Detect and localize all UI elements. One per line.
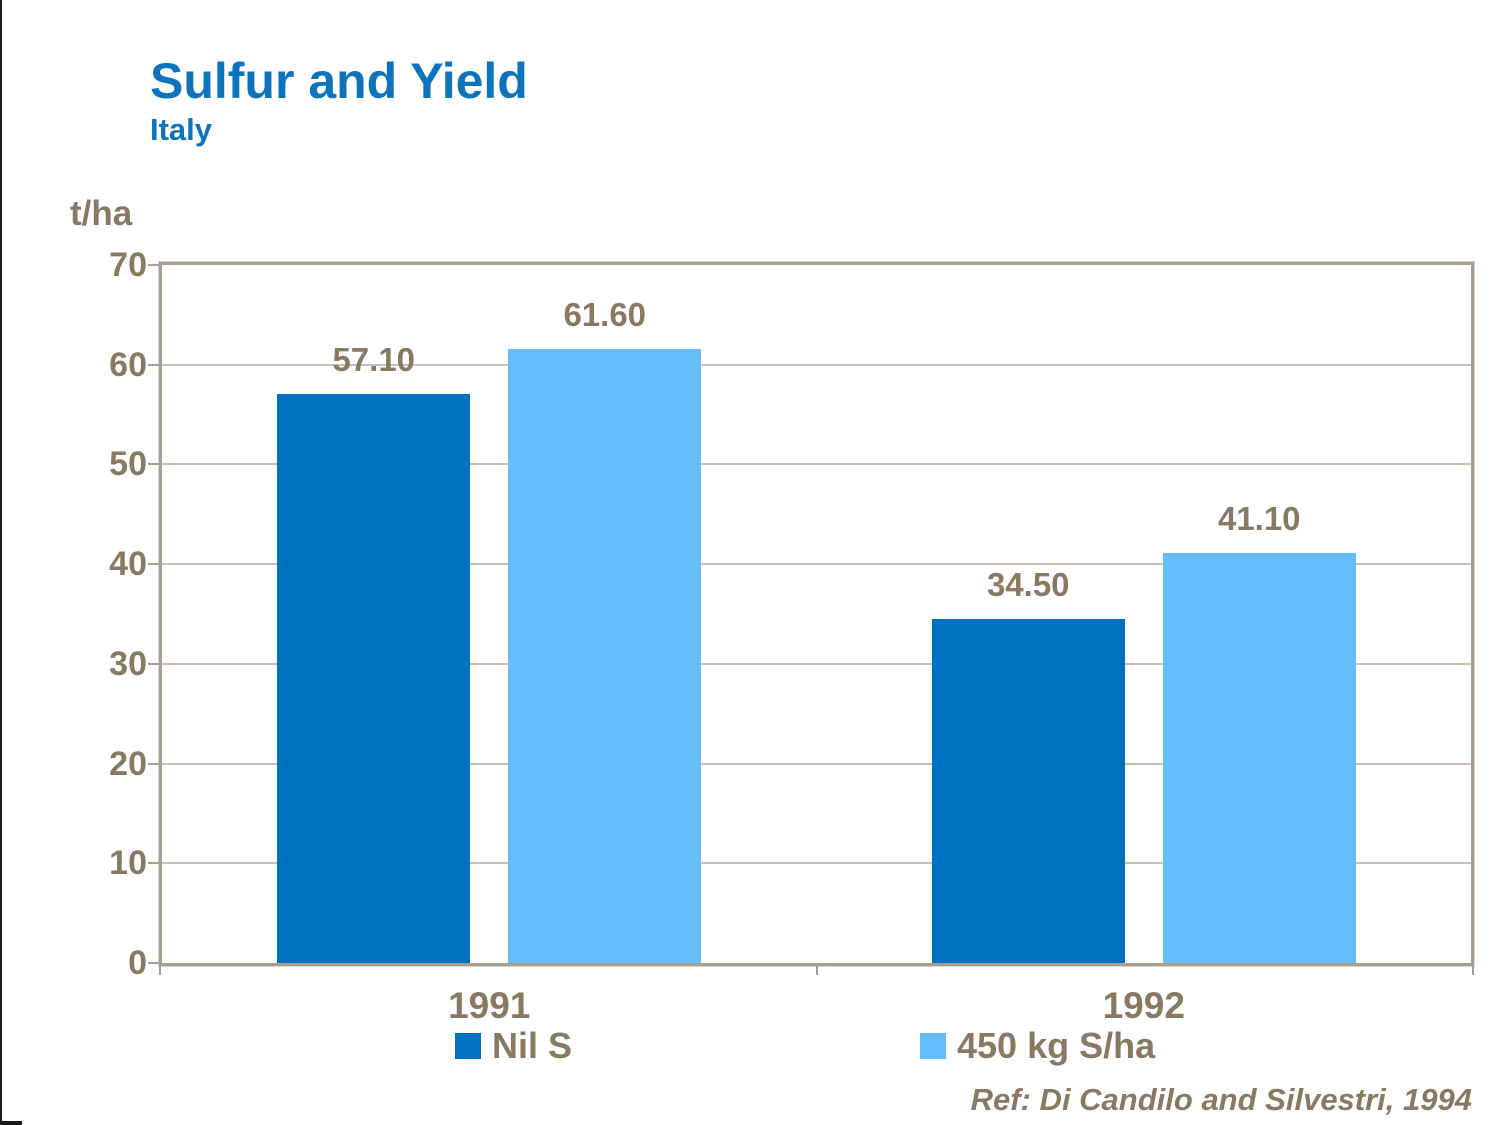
chart-title: Sulfur and Yield	[150, 53, 528, 109]
bar-450-kg-s/ha-1991	[508, 348, 702, 963]
plot-area: 0 10 20 30 40 50 60 70 57.10 61.60 1991 34.50 41.10 1…	[109, 248, 1474, 1026]
x-axis-label-1991: 1991	[448, 985, 531, 1026]
y-axis-tick-10	[148, 862, 159, 865]
bar-nil-s-1991	[277, 393, 471, 963]
x-axis-tick-2	[1472, 966, 1474, 975]
y-axis-label-0: 0	[128, 944, 147, 982]
gridline-30	[162, 662, 1471, 665]
legend-swatch-icon	[920, 1033, 946, 1059]
y-axis-label-50: 50	[109, 445, 147, 484]
y-axis-unit-label: t/ha	[70, 194, 133, 233]
gridline-60	[162, 363, 1471, 366]
window-edge-artifact-bottom	[0, 1121, 22, 1125]
gridline-10	[162, 862, 1471, 865]
reference-citation: Ref: Di Candilo and Silvestri, 1994	[970, 1082, 1472, 1117]
bar-450-kg-s/ha-1992	[1162, 553, 1356, 963]
plot-frame	[159, 262, 1474, 966]
y-axis-tick-50	[148, 463, 159, 466]
y-axis-tick-70	[148, 264, 159, 266]
x-axis-label-1992: 1992	[1102, 985, 1185, 1026]
y-axis-label-30: 30	[109, 644, 147, 683]
y-axis-tick-40	[148, 563, 159, 566]
y-axis-label-10: 10	[109, 844, 147, 883]
legend-label: Nil S	[492, 1025, 573, 1066]
legend-item-450-kg-s/ha: 450 kg S/ha	[920, 1028, 1155, 1064]
y-axis-label-60: 60	[109, 345, 147, 384]
bar-nil-s-1992	[931, 619, 1125, 963]
y-axis-label-20: 20	[109, 744, 147, 783]
x-axis-tick-1	[815, 966, 818, 975]
legend-label: 450 kg S/ha	[957, 1025, 1156, 1066]
x-axis-tick-0	[159, 966, 161, 975]
bar-value-label-1991-0: 57.10	[332, 340, 416, 378]
bar-value-label-1991-1: 61.60	[563, 295, 647, 333]
gridline-50	[162, 463, 1471, 466]
y-axis-tick-30	[148, 662, 159, 665]
y-axis-tick-20	[148, 762, 159, 765]
y-axis-tick-60	[148, 363, 159, 366]
bar-value-label-1992-0: 34.50	[986, 565, 1070, 603]
y-axis-label-70: 70	[109, 246, 147, 284]
window-edge-artifact-left	[0, 0, 2, 1125]
gridline-40	[162, 563, 1471, 566]
gridline-20	[162, 762, 1471, 765]
bar-value-label-1992-1: 41.10	[1217, 500, 1301, 538]
y-axis-label-40: 40	[109, 545, 147, 584]
legend-swatch-icon	[455, 1033, 481, 1059]
y-axis-tick-0	[148, 962, 159, 964]
legend-item-nil-s: Nil S	[455, 1028, 572, 1064]
chart-subtitle: Italy	[150, 112, 213, 147]
